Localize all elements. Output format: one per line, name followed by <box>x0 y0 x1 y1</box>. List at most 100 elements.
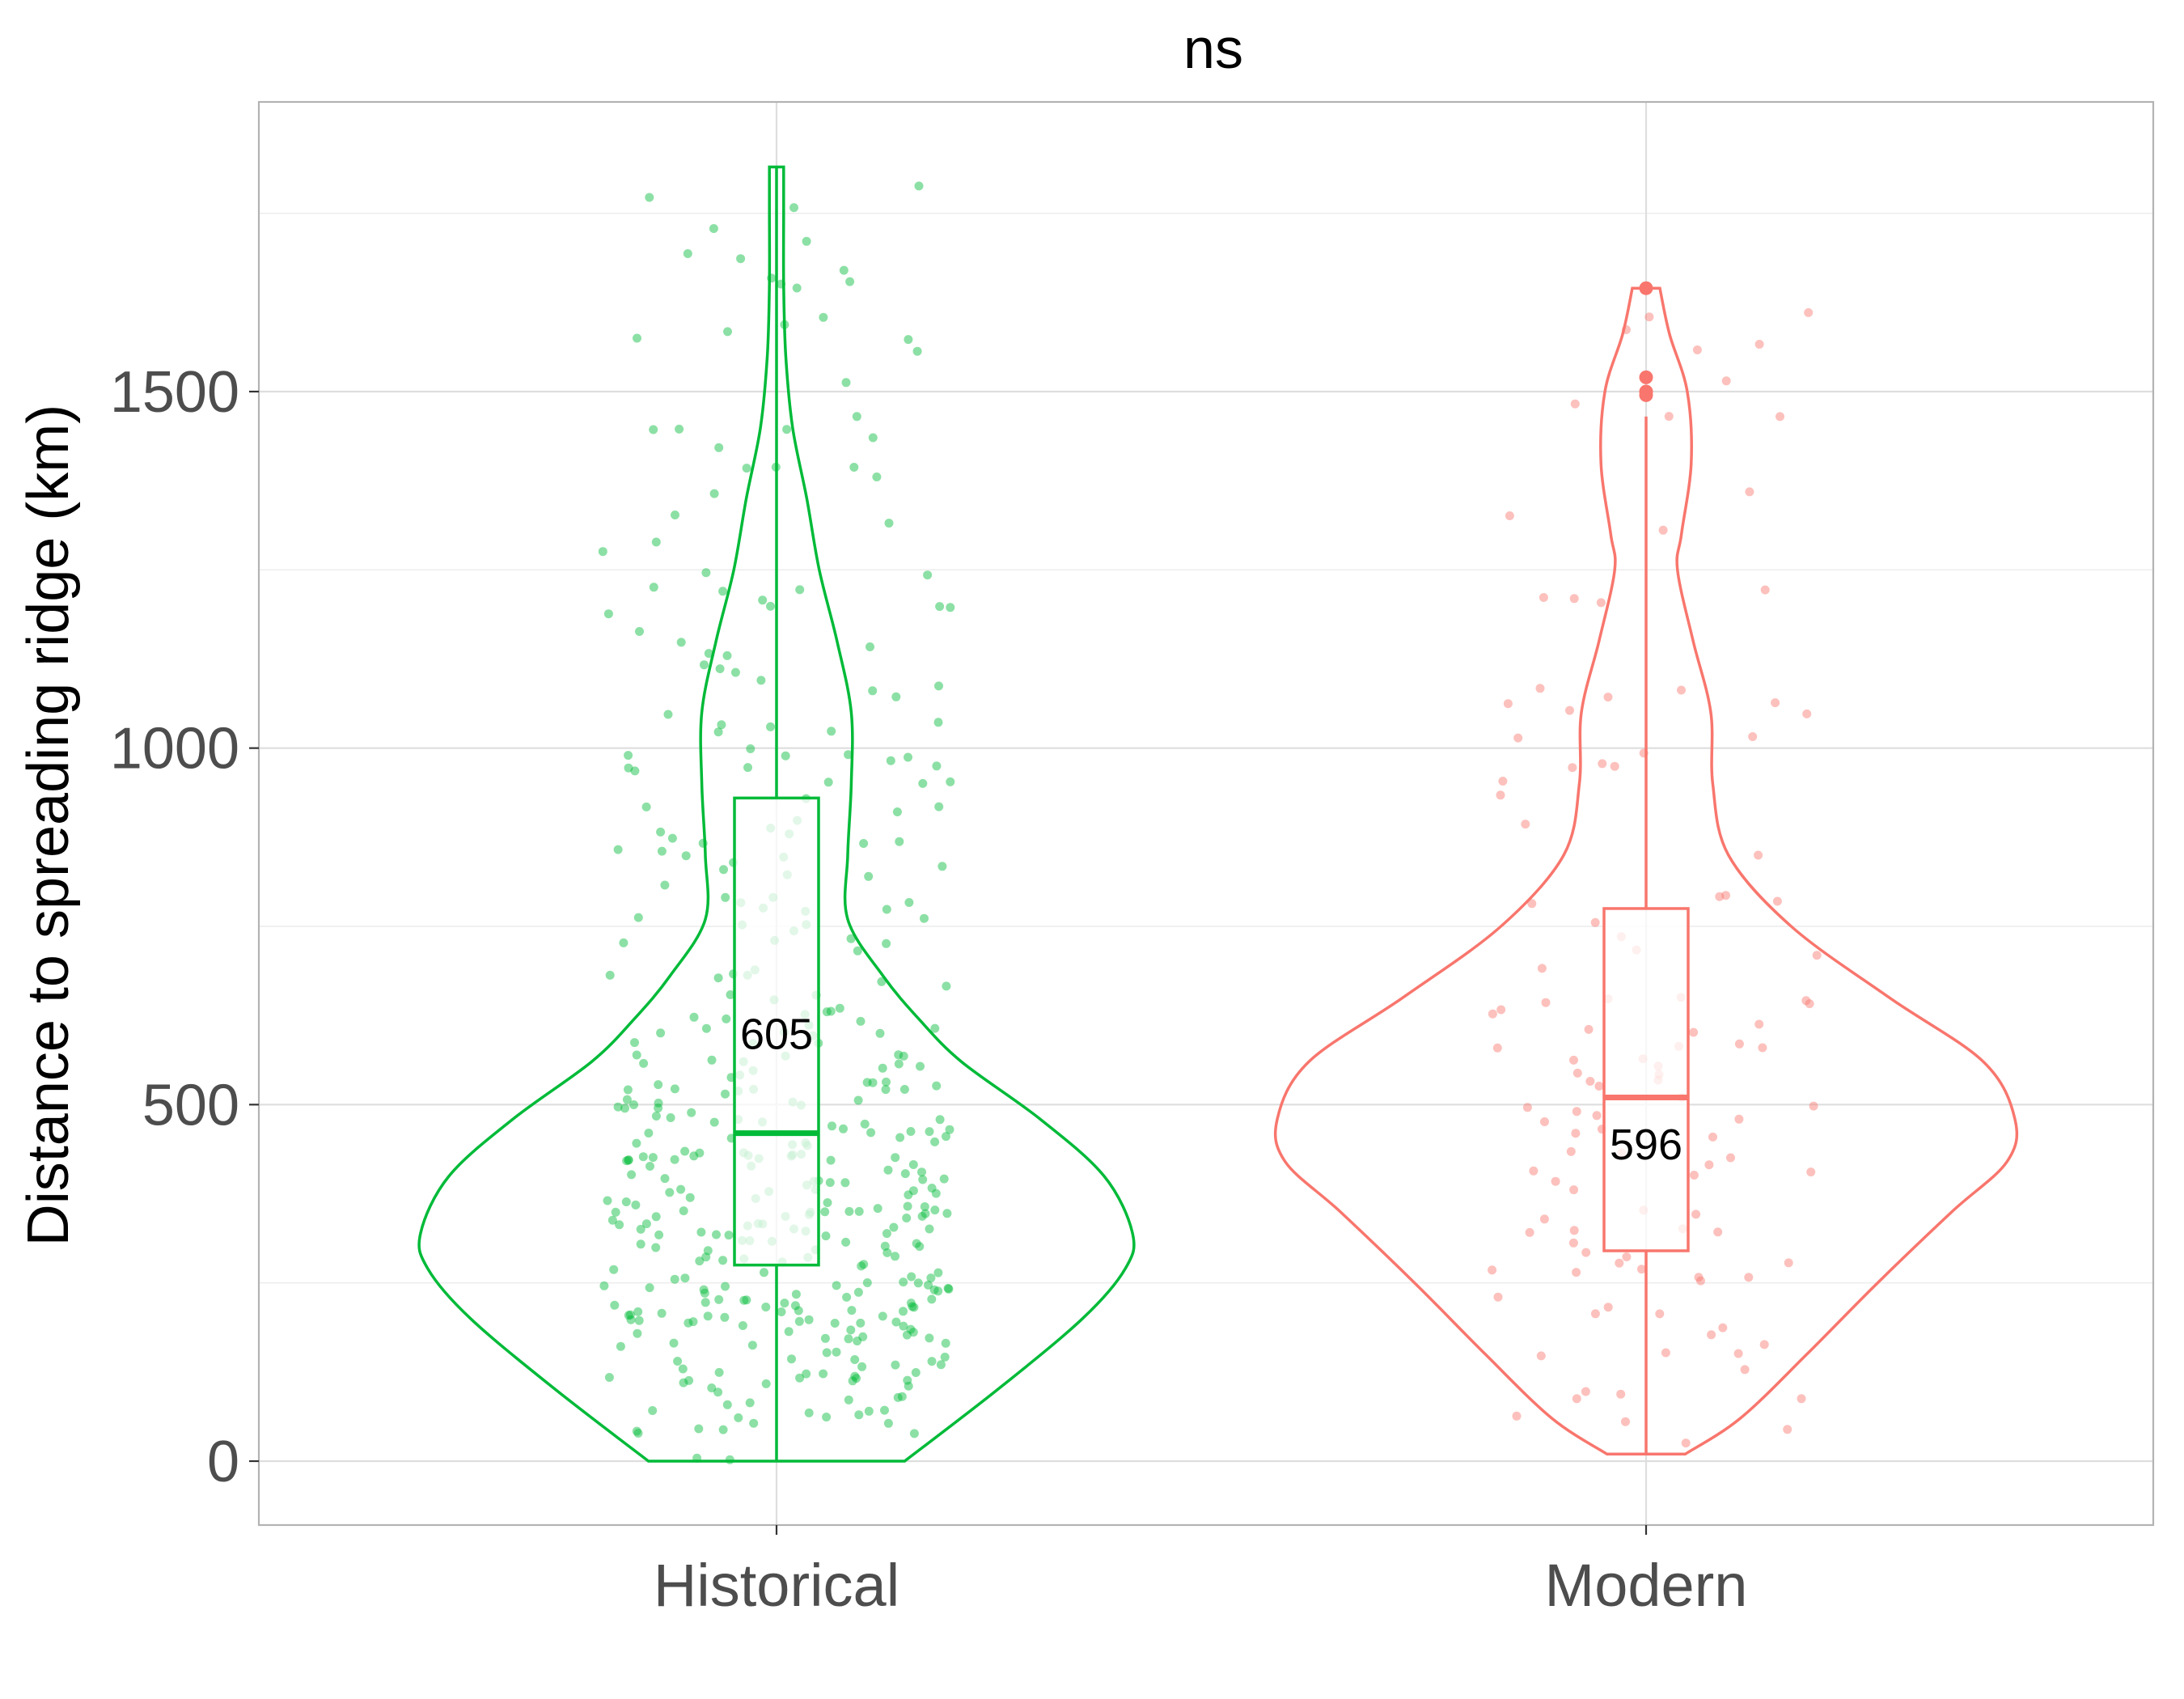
jitter-point <box>823 777 833 787</box>
jitter-point <box>844 1206 854 1216</box>
jitter-point <box>915 1242 925 1252</box>
jitter-point <box>789 203 798 213</box>
jitter-point <box>844 750 853 760</box>
jitter-point <box>804 1408 814 1417</box>
jitter-point <box>632 1050 641 1060</box>
jitter-point <box>895 1133 905 1142</box>
jitter-point <box>1521 820 1530 829</box>
jitter-point <box>852 412 861 422</box>
jitter-point <box>849 463 859 472</box>
jitter-point <box>722 1014 731 1023</box>
iqr-box <box>1602 907 1690 1252</box>
iqr-box <box>733 796 820 1267</box>
jitter-point <box>720 1312 730 1322</box>
jitter-point <box>1718 1323 1728 1333</box>
jitter-point <box>1726 1153 1735 1163</box>
jitter-point <box>620 1104 629 1113</box>
jitter-point <box>766 601 775 611</box>
jitter-point <box>670 1155 679 1164</box>
jitter-point <box>636 1224 645 1234</box>
jitter-point <box>822 1007 832 1017</box>
jitter-point <box>1590 917 1600 927</box>
jitter-point <box>924 1280 933 1290</box>
jitter-point <box>916 1061 925 1071</box>
jitter-point <box>903 1201 912 1211</box>
jitter-point <box>931 1188 941 1198</box>
jitter-point <box>1539 1214 1549 1224</box>
jitter-point <box>897 1392 907 1401</box>
jitter-point <box>933 718 943 727</box>
jitter-point <box>868 433 878 443</box>
jitter-point <box>891 692 901 701</box>
jitter-point <box>891 1317 901 1327</box>
jitter-point <box>739 1295 749 1305</box>
jitter-point <box>1745 487 1754 497</box>
jitter-point <box>670 1084 679 1094</box>
jitter-point <box>624 1311 633 1320</box>
jitter-point <box>899 1307 908 1316</box>
jitter-point <box>839 1124 848 1133</box>
jitter-point <box>913 1278 923 1288</box>
jitter-point <box>721 1282 730 1291</box>
jitter-point <box>641 1219 651 1229</box>
jitter-point <box>648 1406 658 1415</box>
jitter-point <box>862 1278 872 1287</box>
plot-title: ns <box>1183 17 1243 80</box>
jitter-point <box>854 1206 864 1216</box>
jitter-point <box>1677 685 1686 695</box>
jitter-point <box>632 1138 641 1148</box>
jitter-point <box>1603 693 1613 702</box>
jitter-point <box>1689 1027 1699 1037</box>
jitter-point <box>700 660 709 670</box>
jitter-point <box>820 1333 830 1343</box>
jitter-point <box>698 838 708 848</box>
jitter-point <box>853 1095 863 1105</box>
jitter-point <box>654 1104 663 1113</box>
jitter-point <box>1610 761 1619 771</box>
jitter-point <box>908 1328 918 1337</box>
jitter-point <box>853 1287 863 1297</box>
jitter-point <box>671 511 679 519</box>
jitter-point <box>881 1085 891 1095</box>
jitter-point <box>868 1078 878 1087</box>
jitter-point <box>1748 732 1758 741</box>
jitter-point <box>756 676 766 685</box>
jitter-point <box>636 1239 645 1249</box>
jitter-point <box>841 378 851 388</box>
jitter-point <box>1590 1309 1600 1319</box>
jitter-point <box>899 1277 908 1287</box>
jitter-point <box>1537 964 1547 973</box>
jitter-point <box>1525 1227 1534 1237</box>
outlier-point <box>1639 388 1653 402</box>
jitter-point <box>695 1256 705 1266</box>
jitter-point <box>687 1108 696 1117</box>
jitter-point <box>603 1196 612 1205</box>
jitter-point <box>722 650 732 660</box>
y-axis-title: Distance to spreading ridge (km) <box>16 405 81 1246</box>
jitter-point <box>1797 1394 1806 1404</box>
jitter-point <box>1513 733 1523 743</box>
jitter-point <box>1581 1248 1591 1257</box>
jitter-point <box>678 1364 688 1374</box>
jitter-point <box>883 1165 893 1175</box>
jitter-point <box>894 1050 904 1060</box>
jitter-point <box>943 1283 953 1293</box>
jitter-point <box>660 880 670 890</box>
y-tick-label: 0 <box>207 1430 239 1494</box>
jitter-point <box>665 1188 675 1197</box>
jitter-point <box>700 1288 709 1298</box>
jitter-point <box>623 1085 633 1095</box>
jitter-point <box>848 1376 857 1386</box>
jitter-point <box>684 1375 694 1385</box>
jitter-point <box>1721 376 1731 386</box>
jitter-point <box>802 1369 811 1379</box>
jitter-point <box>904 752 912 762</box>
jitter-point <box>1664 412 1674 422</box>
jitter-point <box>1572 1107 1581 1116</box>
jitter-point <box>599 1281 609 1290</box>
jitter-point <box>627 1170 637 1180</box>
jitter-point <box>904 1381 913 1391</box>
jitter-point <box>670 1274 679 1284</box>
jitter-point <box>1713 1227 1723 1237</box>
jitter-point <box>904 1190 913 1200</box>
